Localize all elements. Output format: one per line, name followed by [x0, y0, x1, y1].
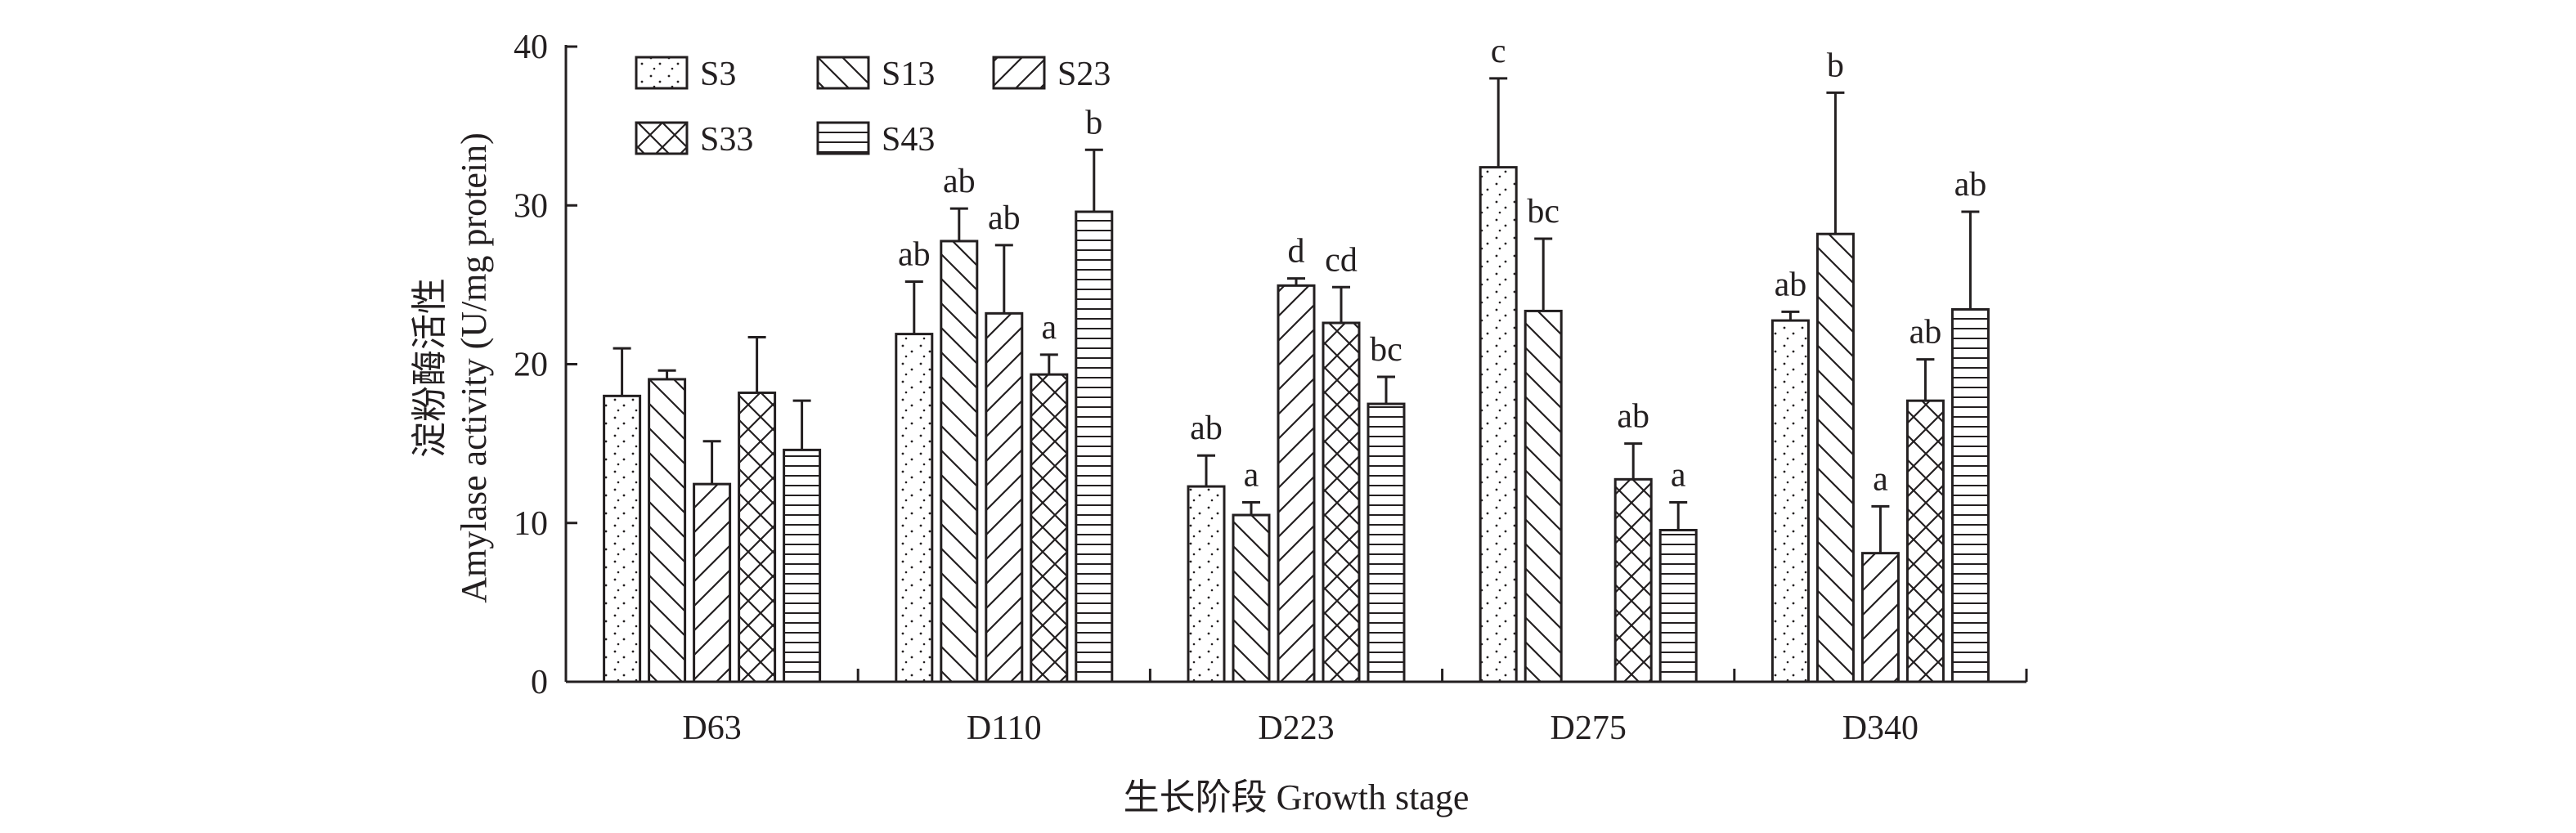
y-axis-title: 淀粉酶活性 Amylase activity (U/mg protein) [410, 132, 494, 603]
significance-letter: a [1244, 456, 1259, 494]
significance-letter: ab [1617, 398, 1649, 436]
bar-S13-D110 [940, 240, 979, 683]
x-axis-title: 生长阶段 Growth stage [1124, 777, 1470, 817]
y-tick-label: 30 [514, 187, 548, 225]
bar-S13-D340 [1815, 232, 1855, 683]
bar-S23-D110 [985, 311, 1024, 683]
x-tick-label: D340 [1842, 710, 1919, 747]
bar-S23-D63 [693, 482, 732, 683]
y-tick-label: 20 [514, 347, 548, 384]
y-axis-title-cn: 淀粉酶活性 [410, 278, 450, 458]
bar-S3-D223 [1187, 485, 1226, 683]
bar-S3-D110 [895, 333, 934, 683]
significance-letter: ab [943, 163, 976, 200]
legend-label-S3: S3 [700, 56, 736, 93]
bar-S3-D63 [603, 394, 642, 683]
significance-letter: b [1827, 47, 1844, 84]
bar-S33-D223 [1322, 321, 1361, 683]
legend-label-S23: S23 [1057, 56, 1111, 93]
y-tick-label: 0 [531, 664, 548, 701]
bar-S43-D340 [1950, 307, 1990, 683]
significance-letter: cd [1325, 241, 1358, 279]
bar-S43-D275 [1658, 528, 1698, 683]
significance-letter: ab [1910, 314, 1942, 352]
bar-S33-D340 [1905, 399, 1945, 683]
bar-S3-D275 [1479, 166, 1518, 683]
significance-letter: ab [1775, 266, 1807, 303]
bar-S13-D63 [648, 378, 687, 683]
y-tick-label: 10 [514, 505, 548, 543]
significance-letter: ab [988, 199, 1021, 237]
significance-letter: bc [1370, 331, 1402, 369]
significance-letter: ab [898, 235, 931, 273]
significance-letter: a [1671, 456, 1686, 494]
legend-swatch-S13 [816, 56, 870, 90]
legend-label-S43: S43 [882, 121, 935, 159]
bar-S43-D63 [783, 448, 822, 683]
x-tick-label: D110 [967, 710, 1042, 747]
significance-letter: d [1288, 233, 1305, 271]
legend-swatch-S43 [816, 121, 870, 155]
significance-letter: ab [1190, 410, 1223, 447]
significance-letter: a [1041, 309, 1057, 347]
bar-S33-D275 [1613, 477, 1653, 683]
significance-letter: bc [1527, 193, 1560, 231]
y-axis-title-en: Amylase activity (U/mg protein) [454, 132, 494, 603]
legend-swatch-S23 [992, 56, 1046, 90]
legend: S3 S13 S23 S33 S43 [635, 56, 1111, 159]
legend-swatch-S3 [635, 56, 689, 90]
significance-letter: a [1873, 460, 1888, 498]
bar-S33-D110 [1030, 373, 1069, 683]
bar-S23-D223 [1277, 284, 1316, 683]
legend-swatch-S33 [635, 121, 689, 155]
bar-S43-D223 [1367, 402, 1406, 683]
bar-S3-D340 [1770, 319, 1810, 683]
x-tick-label: D63 [682, 710, 741, 747]
bar-S23-D340 [1860, 552, 1900, 683]
x-tick-label: D223 [1258, 710, 1334, 747]
bar-S13-D223 [1232, 513, 1271, 683]
significance-letter: ab [1954, 166, 1987, 204]
significance-letter: b [1085, 104, 1102, 141]
bar-S43-D110 [1075, 210, 1114, 683]
significance-letter: c [1491, 33, 1506, 70]
legend-label-S13: S13 [882, 56, 935, 93]
bar-S13-D275 [1524, 309, 1563, 683]
x-tick-label: D275 [1551, 710, 1627, 747]
y-tick-label: 40 [514, 29, 548, 66]
bar-S33-D63 [738, 391, 777, 683]
legend-label-S33: S33 [700, 121, 753, 159]
